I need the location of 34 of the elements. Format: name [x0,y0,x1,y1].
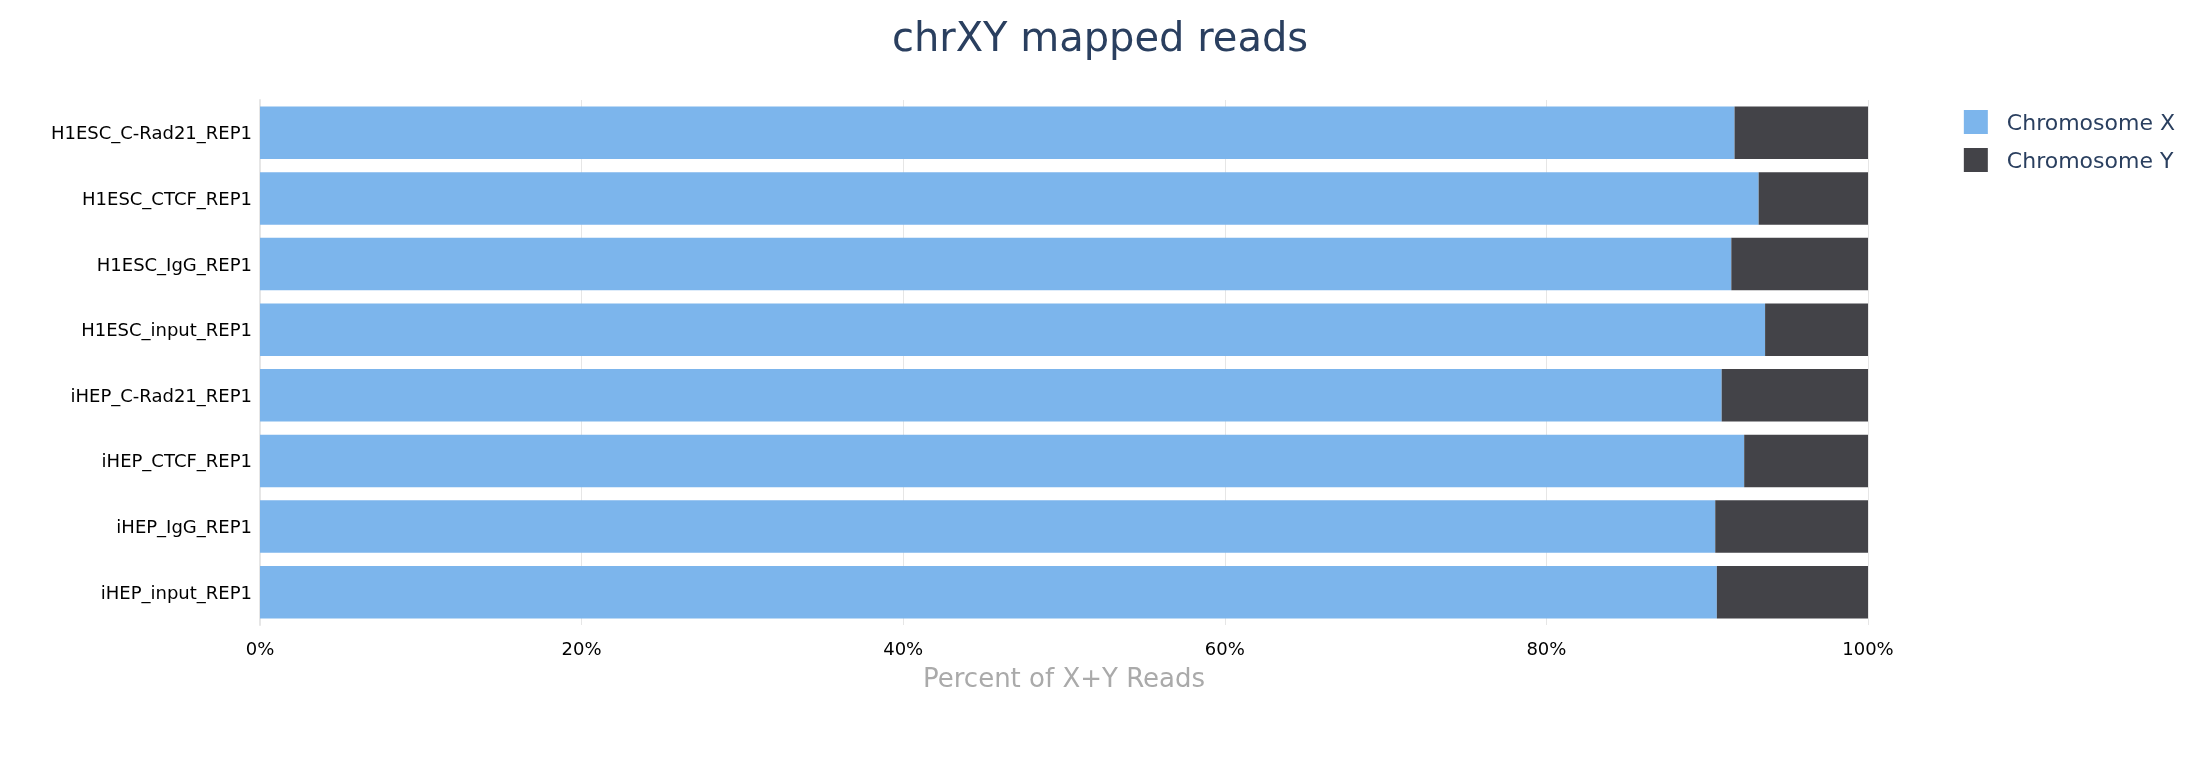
y-tick-label: H1ESC_IgG_REP1 [96,253,252,276]
bar [260,106,1735,160]
x-tick-label: 20% [561,637,602,659]
bar [260,565,1717,619]
y-tick-label: iHEP_C-Rad21_REP1 [70,384,252,407]
y-tick-label: H1ESC_CTCF_REP1 [82,187,252,210]
bar [1721,369,1868,422]
y-tick-label: iHEP_CTCF_REP1 [101,450,252,473]
bar [260,369,1722,422]
bar [1715,500,1868,553]
legend-label: Chromosome X [2006,109,2175,135]
y-tick-label: H1ESC_input_REP1 [81,319,252,342]
y-tick-label: iHEP_IgG_REP1 [116,516,252,539]
bar [1744,434,1868,488]
bar [1765,303,1868,356]
x-tick-label: 80% [1526,637,1567,659]
x-tick-label: 40% [883,637,924,659]
y-tick-label: H1ESC_C-Rad21_REP1 [50,122,252,145]
bar [260,434,1745,488]
bar [260,500,1716,553]
x-tick-label: 0% [245,637,275,659]
bar [260,172,1759,225]
y-tick-label: iHEP_input_REP1 [100,581,252,604]
legend-label: Chromosome Y [2006,147,2174,173]
bar [1758,172,1868,225]
x-axis-title: Percent of X+Y Reads [922,663,1206,693]
bar [1716,565,1868,619]
bar [1731,237,1868,291]
chart-title: chrXY mapped reads [891,14,1309,60]
bar [260,303,1766,356]
bar [260,237,1732,291]
x-tick-label: 100% [1842,637,1894,659]
bar [1734,106,1868,160]
x-tick-label: 60% [1204,637,1245,659]
